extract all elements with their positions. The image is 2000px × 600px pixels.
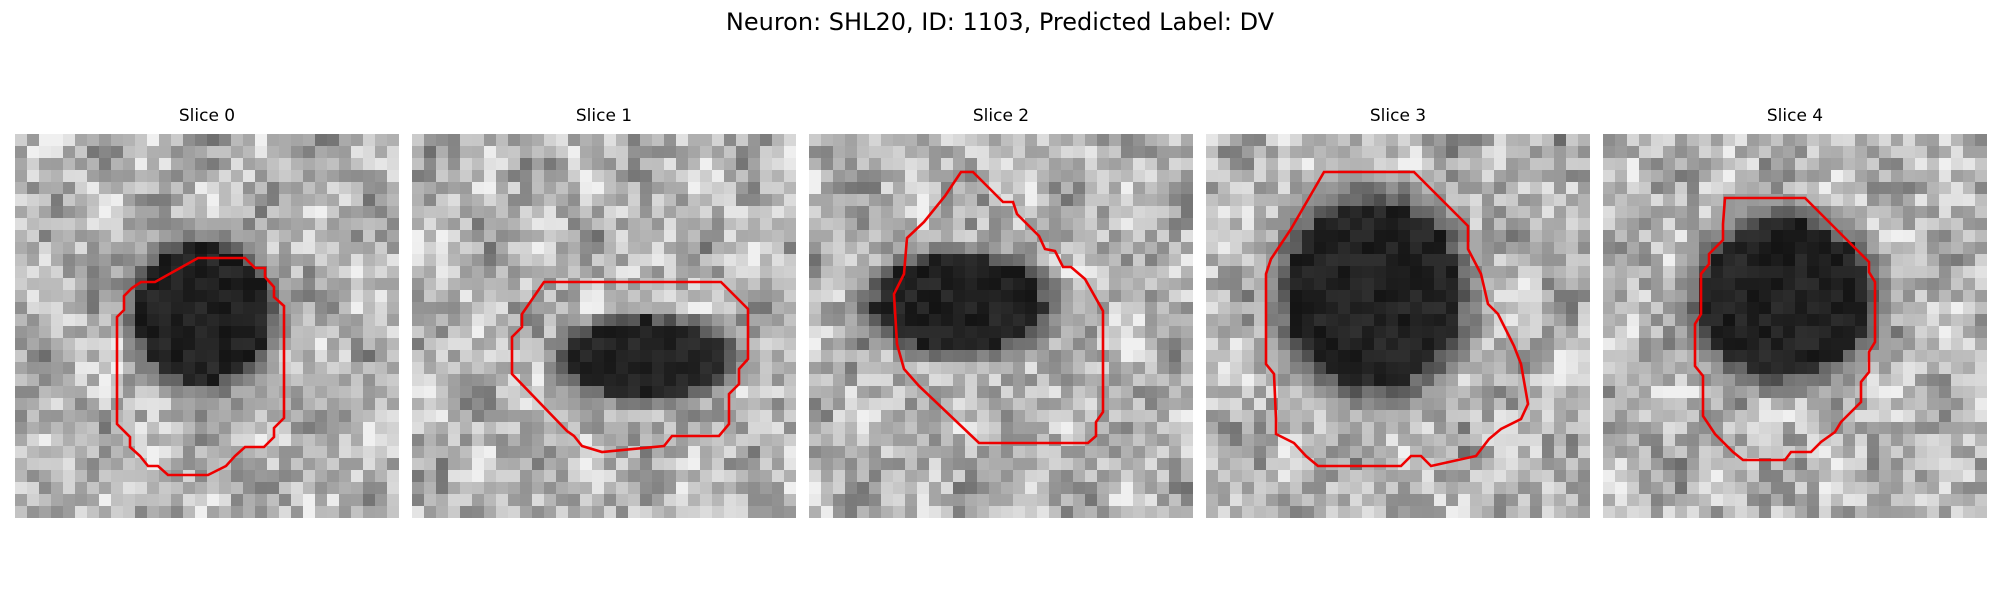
segmentation-contour bbox=[510, 280, 750, 454]
slice-panel-2: Slice 2 bbox=[809, 105, 1193, 518]
slice-image-4 bbox=[1603, 134, 1987, 518]
slice-image-3 bbox=[1206, 134, 1590, 518]
segmentation-contour bbox=[1693, 196, 1877, 462]
slice-panel-1: Slice 1 bbox=[412, 105, 796, 518]
slice-title-2: Slice 2 bbox=[972, 106, 1030, 126]
grayscale-pixels bbox=[1206, 134, 1590, 518]
slice-image-2 bbox=[809, 134, 1193, 518]
grayscale-pixels bbox=[1603, 134, 1987, 518]
slice-image-0 bbox=[15, 134, 399, 518]
slice-title-4: Slice 4 bbox=[1766, 106, 1824, 126]
slice-image-1 bbox=[412, 134, 796, 518]
slice-title-1: Slice 1 bbox=[575, 106, 633, 126]
grayscale-pixels bbox=[15, 134, 399, 518]
segmentation-contour bbox=[115, 256, 286, 477]
slice-panel-4: Slice 4 bbox=[1603, 105, 1987, 518]
figure-title: Neuron: SHL20, ID: 1103, Predicted Label… bbox=[725, 8, 1275, 36]
segmentation-contour bbox=[892, 170, 1105, 445]
slice-panel-3: Slice 3 bbox=[1206, 105, 1590, 518]
segmentation-contour bbox=[1264, 170, 1530, 468]
slice-title-3: Slice 3 bbox=[1369, 106, 1427, 126]
slice-title-0: Slice 0 bbox=[178, 106, 236, 126]
grayscale-pixels bbox=[809, 134, 1193, 518]
grayscale-pixels bbox=[412, 134, 796, 518]
slice-panel-0: Slice 0 bbox=[15, 105, 399, 518]
